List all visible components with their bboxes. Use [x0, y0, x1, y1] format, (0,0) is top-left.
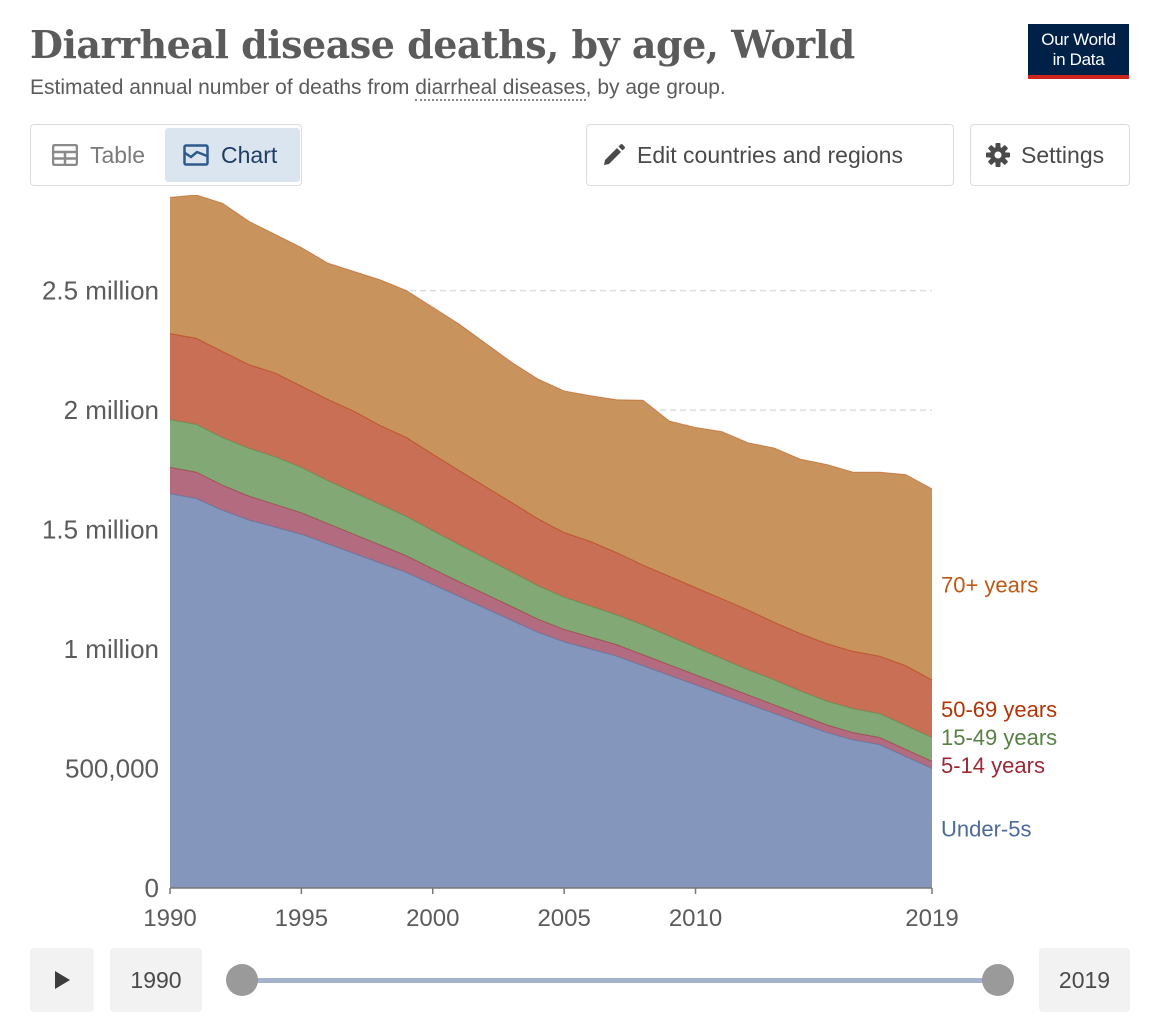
settings-label: Settings [1021, 141, 1105, 168]
x-tick-label-1995: 1995 [275, 905, 328, 932]
x-tick-label-2019: 2019 [905, 905, 958, 932]
edit-countries-label: Edit countries and regions [637, 141, 903, 168]
area-70-years [170, 195, 932, 681]
timeline-start-year[interactable]: 1990 [110, 948, 202, 1012]
y-tick-label-0: 0 [145, 873, 159, 903]
chart-subtitle: Estimated annual number of deaths from d… [30, 76, 726, 101]
settings-button[interactable]: Settings [970, 124, 1130, 186]
view-tabs: Table Chart [30, 124, 302, 186]
subtitle-text: Estimated annual number of deaths from [30, 76, 416, 99]
x-tick-label-2005: 2005 [537, 905, 590, 932]
area-50-69-years [170, 333, 932, 738]
y-tick-label-1-million: 1 million [64, 634, 159, 664]
area-line-15-49-years [169, 419, 933, 738]
tab-table-label: Table [90, 141, 145, 168]
area-line-50-69-years [169, 333, 933, 681]
gear-icon [986, 143, 1010, 167]
chart-title: Diarrheal disease deaths, by age, World [30, 22, 855, 67]
area-5-14-years [170, 467, 932, 769]
play-button[interactable] [30, 948, 94, 1012]
logo-line-1: Our World [1041, 30, 1116, 49]
subtitle-text-end: , by age group. [585, 76, 726, 99]
legend-label-15-49-years: 15-49 years [941, 725, 1057, 750]
y-tick-label-1-5-million: 1.5 million [42, 515, 159, 545]
table-icon [52, 144, 78, 166]
area-15-49-years [170, 419, 932, 762]
area-under-5s [170, 493, 932, 888]
x-tick-label-1990: 1990 [143, 905, 196, 932]
timeline-end-handle[interactable] [982, 964, 1014, 996]
stacked-area-chart: 1990 1995 2000 2005 2010 2019 0 500,000 1 millio… [42, 195, 1057, 932]
tab-table[interactable]: Table [34, 128, 166, 182]
legend-label-under-5s: Under-5s [941, 816, 1031, 841]
legend-label-5-14-years: 5-14 years [941, 753, 1045, 778]
tab-chart-label: Chart [221, 141, 278, 168]
y-tick-label-2-5-million: 2.5 million [42, 276, 159, 306]
tab-chart[interactable]: Chart [165, 128, 300, 182]
y-tick-label-500-000: 500,000 [65, 754, 159, 784]
play-icon [55, 971, 70, 989]
y-tick-label-2-million: 2 million [64, 395, 159, 425]
pencil-icon [604, 144, 625, 165]
legend-label-70-years: 70+ years [941, 573, 1038, 598]
x-tick-label-2010: 2010 [669, 905, 722, 932]
diarrheal-diseases-link[interactable]: diarrheal diseases [415, 76, 586, 101]
owid-logo[interactable]: Our World in Data [1028, 24, 1129, 79]
timeline-track[interactable] [241, 978, 998, 983]
area-line-under-5s [169, 493, 933, 769]
x-tick-label-2000: 2000 [406, 905, 459, 932]
chart-icon [183, 144, 209, 166]
area-line-5-14-years [169, 466, 933, 762]
legend-label-50-69-years: 50-69 years [941, 697, 1057, 722]
area-line-70-years [169, 195, 933, 490]
timeline-start-handle[interactable] [226, 964, 258, 996]
logo-line-2: in Data [1052, 50, 1105, 69]
timeline-end-year[interactable]: 2019 [1039, 948, 1130, 1012]
edit-countries-button[interactable]: Edit countries and regions [586, 124, 954, 186]
